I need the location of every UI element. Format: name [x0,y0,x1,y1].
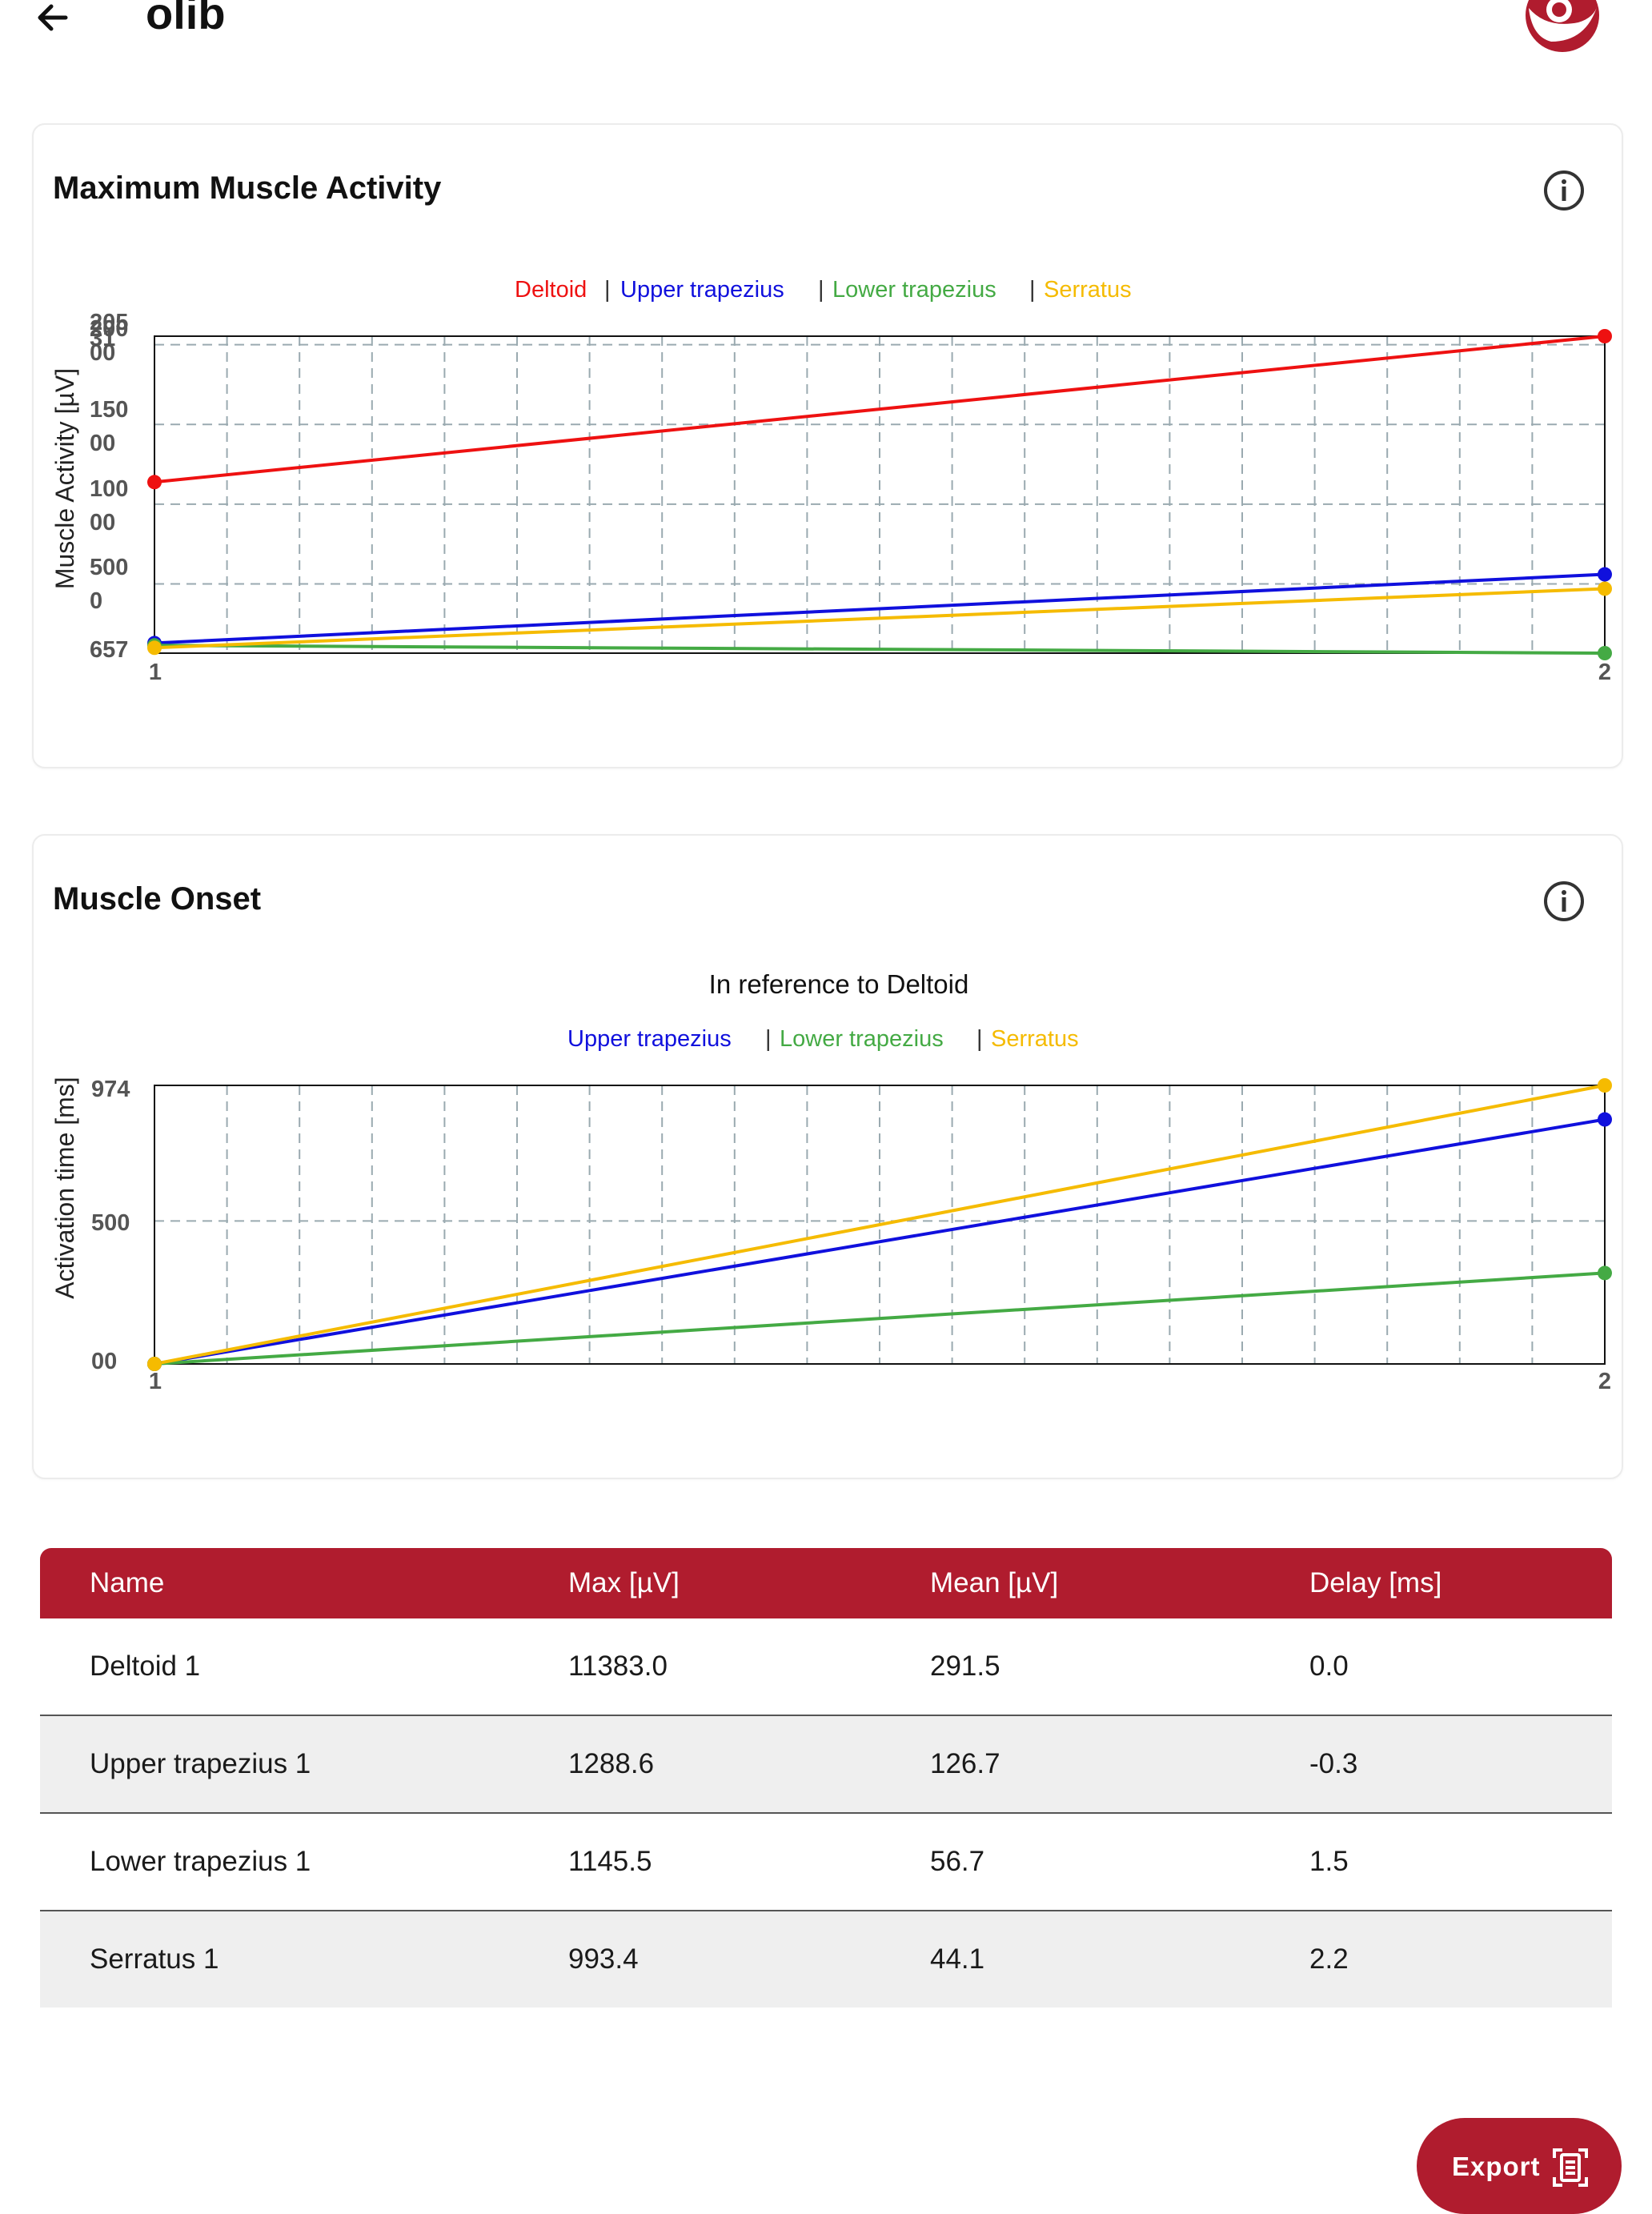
max-activity-title: Maximum Muscle Activity [53,170,442,206]
legend-lower-trapezius: Lower trapezius [832,277,996,303]
cell-max: 1288.6 [568,1748,655,1779]
legend-separator: | [818,277,824,303]
series-line-deltoid [154,335,1606,484]
cell-delay: 2.2 [1309,1943,1349,1975]
cell-mean: 56.7 [930,1846,985,1877]
app-bar: olib [0,0,1652,64]
y-tick-label: 00 [91,1349,117,1374]
legend-deltoid: Deltoid [515,277,587,303]
legend-separator: | [604,277,611,303]
table-row: Upper trapezius 1 1288.6 126.7 -0.3 [40,1716,1612,1814]
column-header-delay[interactable]: Delay [ms] [1309,1567,1442,1598]
column-header-name[interactable]: Name [90,1567,165,1598]
legend-lower-trapezius: Lower trapezius [780,1026,944,1052]
plot-area [147,329,1612,660]
plot-border [154,1085,1606,1365]
data-point-serratus [1598,1078,1612,1093]
y-tick-label: 205 [90,310,128,335]
legend-separator: | [976,1026,983,1052]
cell-mean: 126.7 [930,1748,1000,1779]
export-document-icon [1553,2148,1588,2187]
y-tick-label: 150 [90,397,128,423]
y-tick-label: 200 [90,316,128,342]
y-tick-label: 500 [91,1210,130,1236]
cell-mean: 291.5 [930,1650,1000,1682]
data-point-deltoid [147,475,162,490]
y-tick-label: 0 [90,588,102,614]
table-row: Serratus 1 993.4 44.1 2.2 [40,1911,1612,2007]
plot-border [154,335,1606,654]
y-tick-label: 500 [90,555,128,580]
data-point-serratus [147,1357,162,1371]
cell-name: Deltoid 1 [90,1650,201,1682]
brand-logo-icon [1526,0,1599,52]
x-tick-label: 1 [149,660,162,685]
legend-serratus: Serratus [1044,277,1132,303]
data-point-upper-trapezius [1598,1112,1612,1127]
muscle-onset-card: Muscle Onset In reference to Deltoid Upp… [32,834,1623,1479]
y-tick-label: 00 [90,431,115,456]
y-tick-label: 00 [90,510,115,535]
cell-name: Lower trapezius 1 [90,1846,311,1877]
y-tick-label: 974 [91,1077,130,1102]
y-axis-label: Activation time [ms] [50,1077,79,1298]
table-row: Lower trapezius 1 1145.5 56.7 1.5 [40,1814,1612,1911]
table-header: Name Max [µV] Mean [µV] Delay [ms] [40,1548,1612,1618]
muscle-onset-title: Muscle Onset [53,881,262,916]
data-point-upper-trapezius [1598,567,1612,582]
column-header-mean[interactable]: Mean [µV] [930,1567,1059,1598]
series-line-upper-trapezius [154,1117,1606,1366]
page-title: olib [146,0,226,38]
cell-name: Upper trapezius 1 [90,1748,311,1779]
cell-max: 1145.5 [568,1846,652,1877]
y-tick-label: 00 [90,340,115,366]
legend-serratus: Serratus [991,1026,1079,1052]
x-tick-label: 1 [149,1369,162,1394]
cell-name: Serratus 1 [90,1943,219,1975]
series-line-upper-trapezius [154,572,1606,645]
cell-delay: 1.5 [1309,1846,1349,1877]
cell-delay: -0.3 [1309,1748,1358,1779]
table-row: Deltoid 1 11383.0 291.5 0.0 [40,1618,1612,1716]
series-line-lower-trapezius [154,644,1606,655]
plot-area [147,1078,1612,1371]
muscle-summary-table: Name Max [µV] Mean [µV] Delay [ms] Delto… [40,1548,1612,2007]
cell-mean: 44.1 [930,1943,985,1975]
export-button[interactable]: Export [1417,2118,1622,2214]
legend-upper-trapezius: Upper trapezius [620,277,784,303]
column-header-max[interactable]: Max [µV] [568,1567,680,1598]
legend-separator: | [765,1026,772,1052]
chart-subtitle: In reference to Deltoid [709,969,969,999]
data-point-serratus [1598,581,1612,596]
cell-max: 11383.0 [568,1650,668,1682]
y-axis-label: Muscle Activity [µV] [50,368,79,589]
muscle-onset-chart: In reference to Deltoid Upper trapezius … [50,969,1612,1394]
data-point-lower-trapezius [1598,646,1612,660]
cell-delay: 0.0 [1309,1650,1349,1682]
y-tick-label: 31 [90,326,115,351]
y-tick-label: 657 [90,637,128,663]
series-line-serratus [154,1084,1606,1366]
series-line-lower-trapezius [154,1271,1606,1366]
info-circle-icon[interactable] [1542,168,1586,213]
x-tick-label: 2 [1598,1369,1611,1394]
cell-max: 993.4 [568,1943,639,1975]
data-point-deltoid [1598,329,1612,343]
max-activity-card: Maximum Muscle Activity Deltoid | Upper … [32,123,1623,768]
data-point-lower-trapezius [1598,1265,1612,1281]
arrow-left-icon[interactable] [34,0,82,40]
y-tick-label: 100 [90,476,128,502]
series-line-serratus [154,587,1606,650]
legend-upper-trapezius: Upper trapezius [567,1026,732,1052]
x-tick-label: 2 [1598,660,1611,685]
data-point-serratus [147,640,162,656]
info-circle-icon[interactable] [1542,879,1586,924]
max-activity-chart: Deltoid | Upper trapezius | Lower trapez… [50,277,1612,685]
export-label: Export [1452,2152,1541,2181]
legend-separator: | [1029,277,1036,303]
